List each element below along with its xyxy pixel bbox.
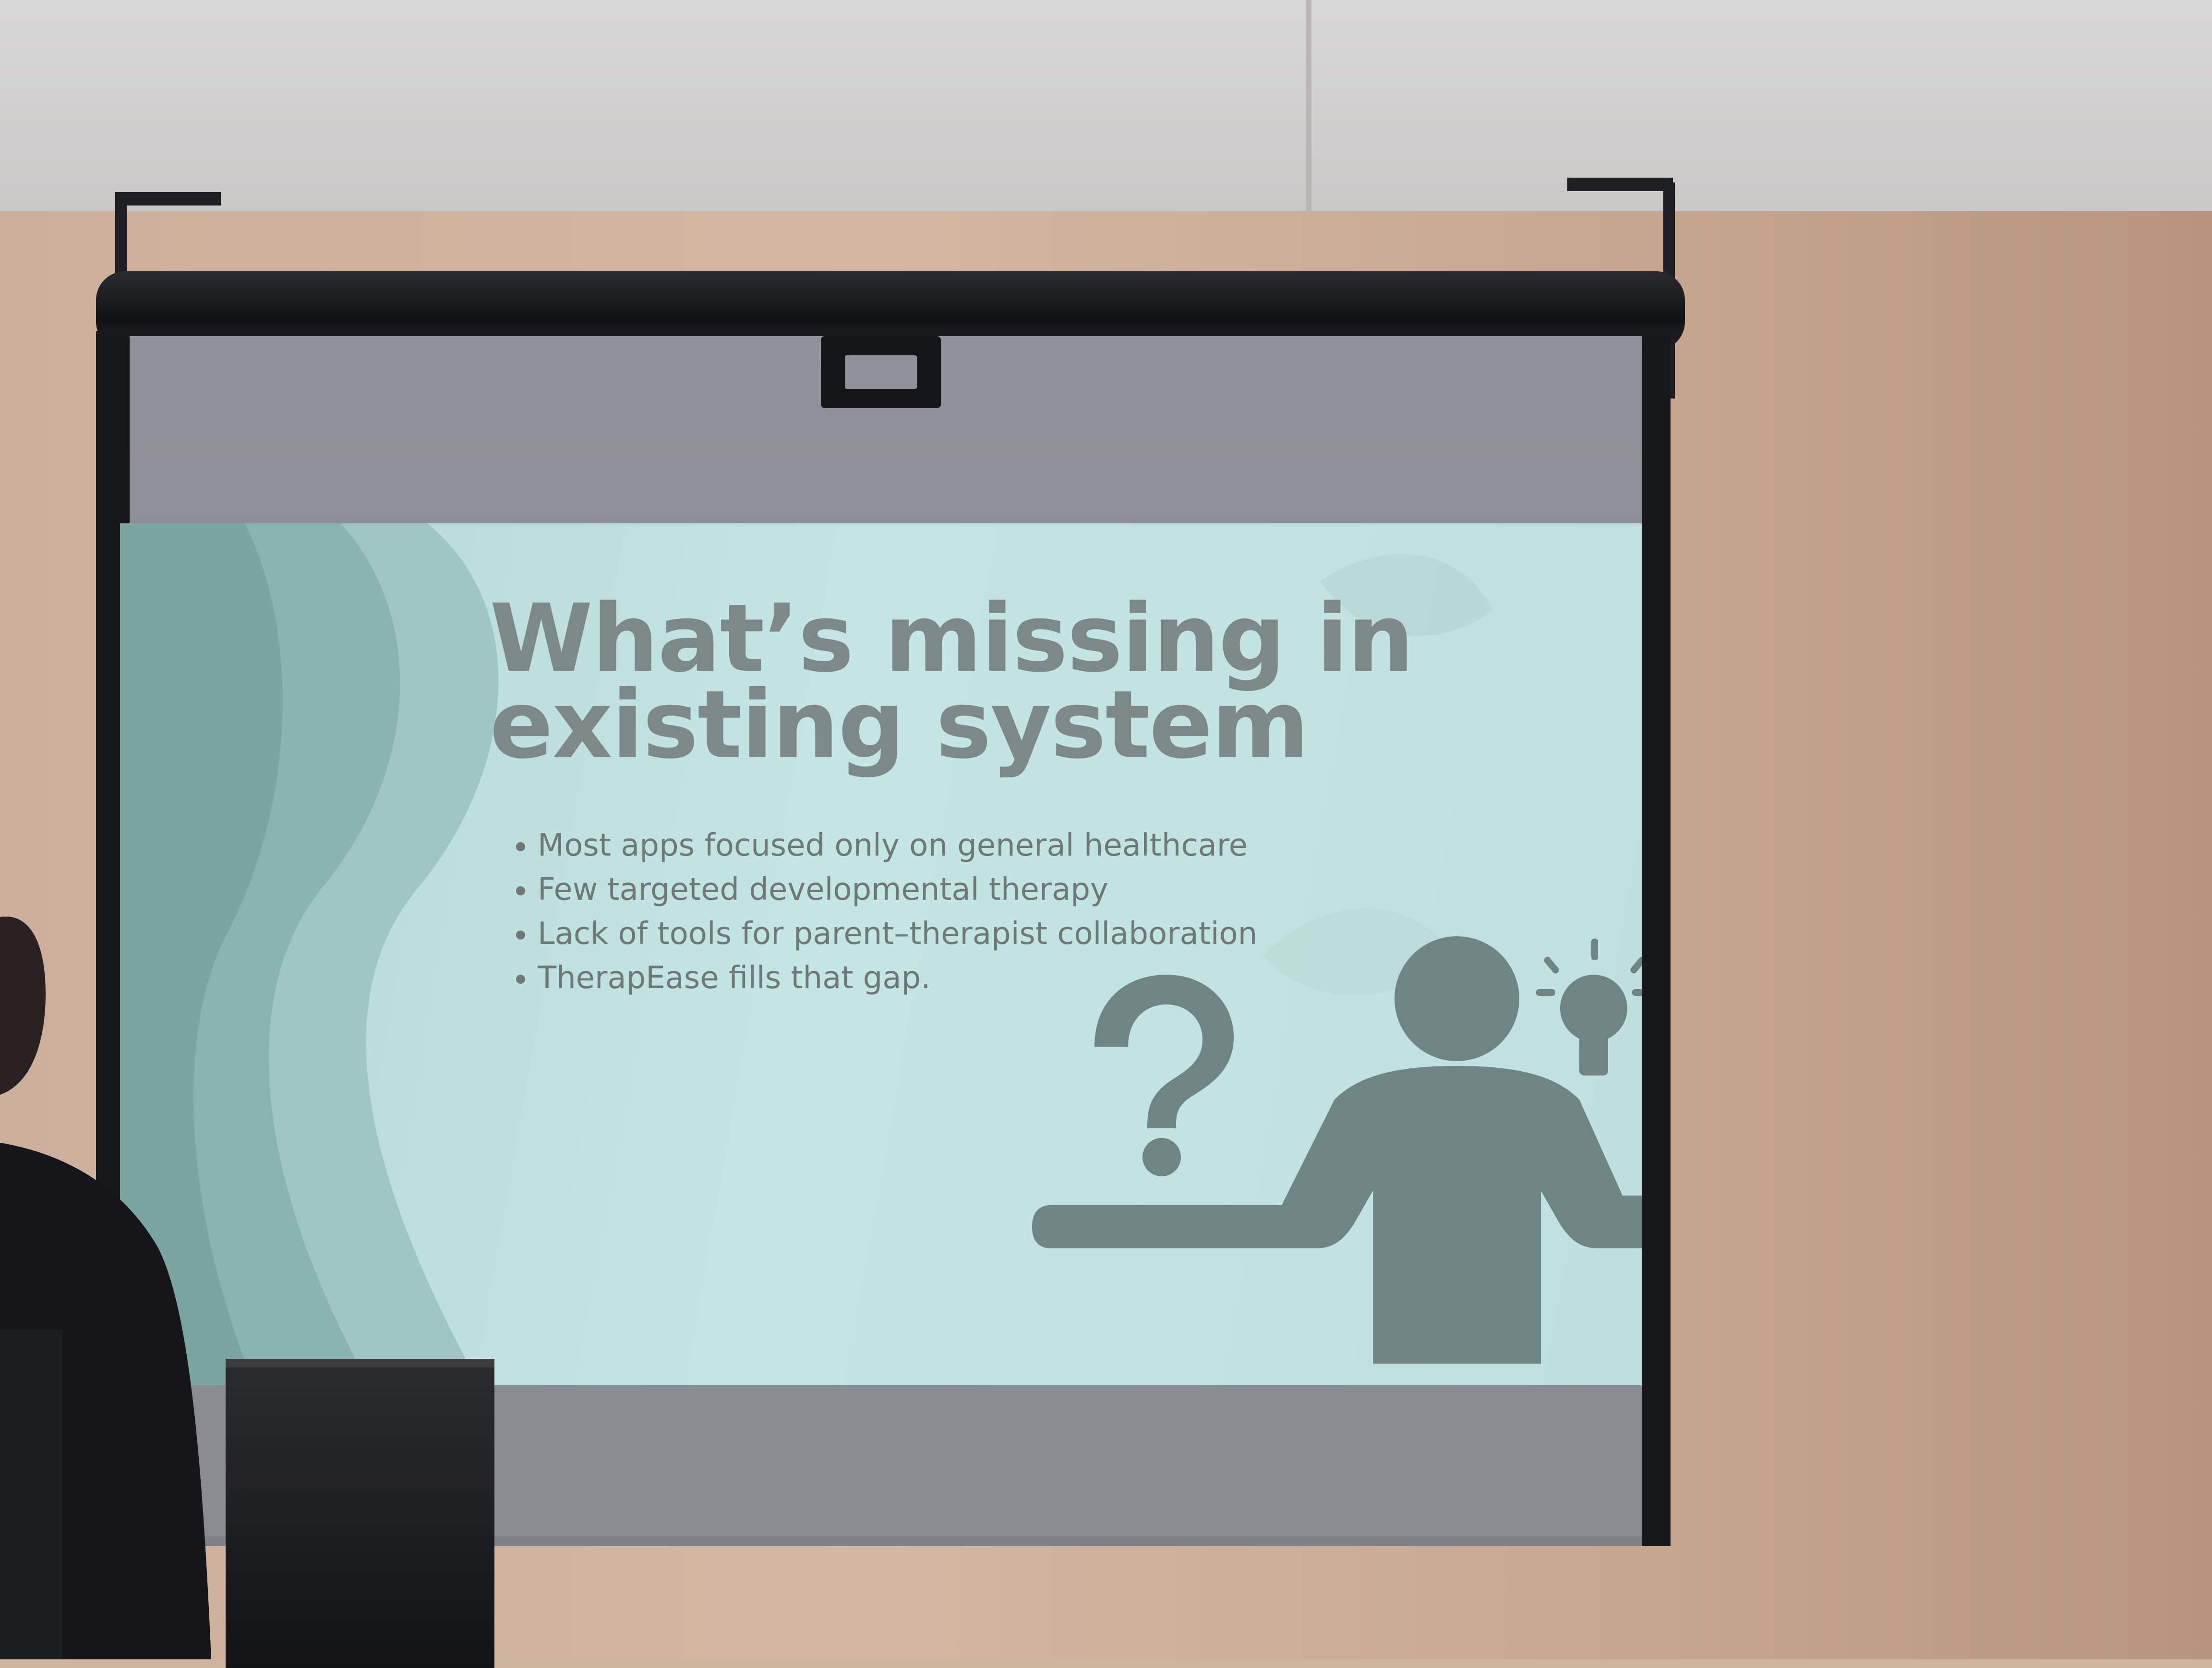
presenter-head <box>0 916 46 1095</box>
slide-title: What’s missing in existing system <box>490 592 1546 772</box>
leaf-watermark <box>1320 554 1493 636</box>
bullet-item: Lack of tools for parent–therapist colla… <box>538 912 1286 956</box>
monitor <box>226 1359 494 1668</box>
presentation-slide: What’s missing in existing system Most a… <box>120 523 1642 1385</box>
ceiling <box>0 0 2212 216</box>
monitor-left <box>0 1330 62 1659</box>
screen-latch <box>821 336 941 408</box>
slide-title-line2: existing system <box>490 670 1309 779</box>
wave-inner <box>120 523 283 1385</box>
bullet-item: Most apps focused only on general health… <box>538 823 1286 868</box>
slide-wave-decoration <box>120 523 1493 1385</box>
thinking-person-illustration <box>1032 936 1642 1364</box>
question-mark-icon <box>1094 975 1234 1176</box>
lightbulb-icon <box>1536 939 1642 1076</box>
bullet-item: TherapEase fills that gap. <box>538 956 1286 1000</box>
left-bracket <box>115 192 221 205</box>
bullet-item: Few targeted developmental therapy <box>538 868 1286 912</box>
person-shrug-icon <box>1032 936 1642 1364</box>
slide-title-line1: What’s missing in <box>490 584 1414 693</box>
bullet-list: Most apps focused only on general health… <box>509 823 1286 1000</box>
right-bracket <box>1567 178 1673 191</box>
ceiling-seam <box>1306 0 1311 216</box>
